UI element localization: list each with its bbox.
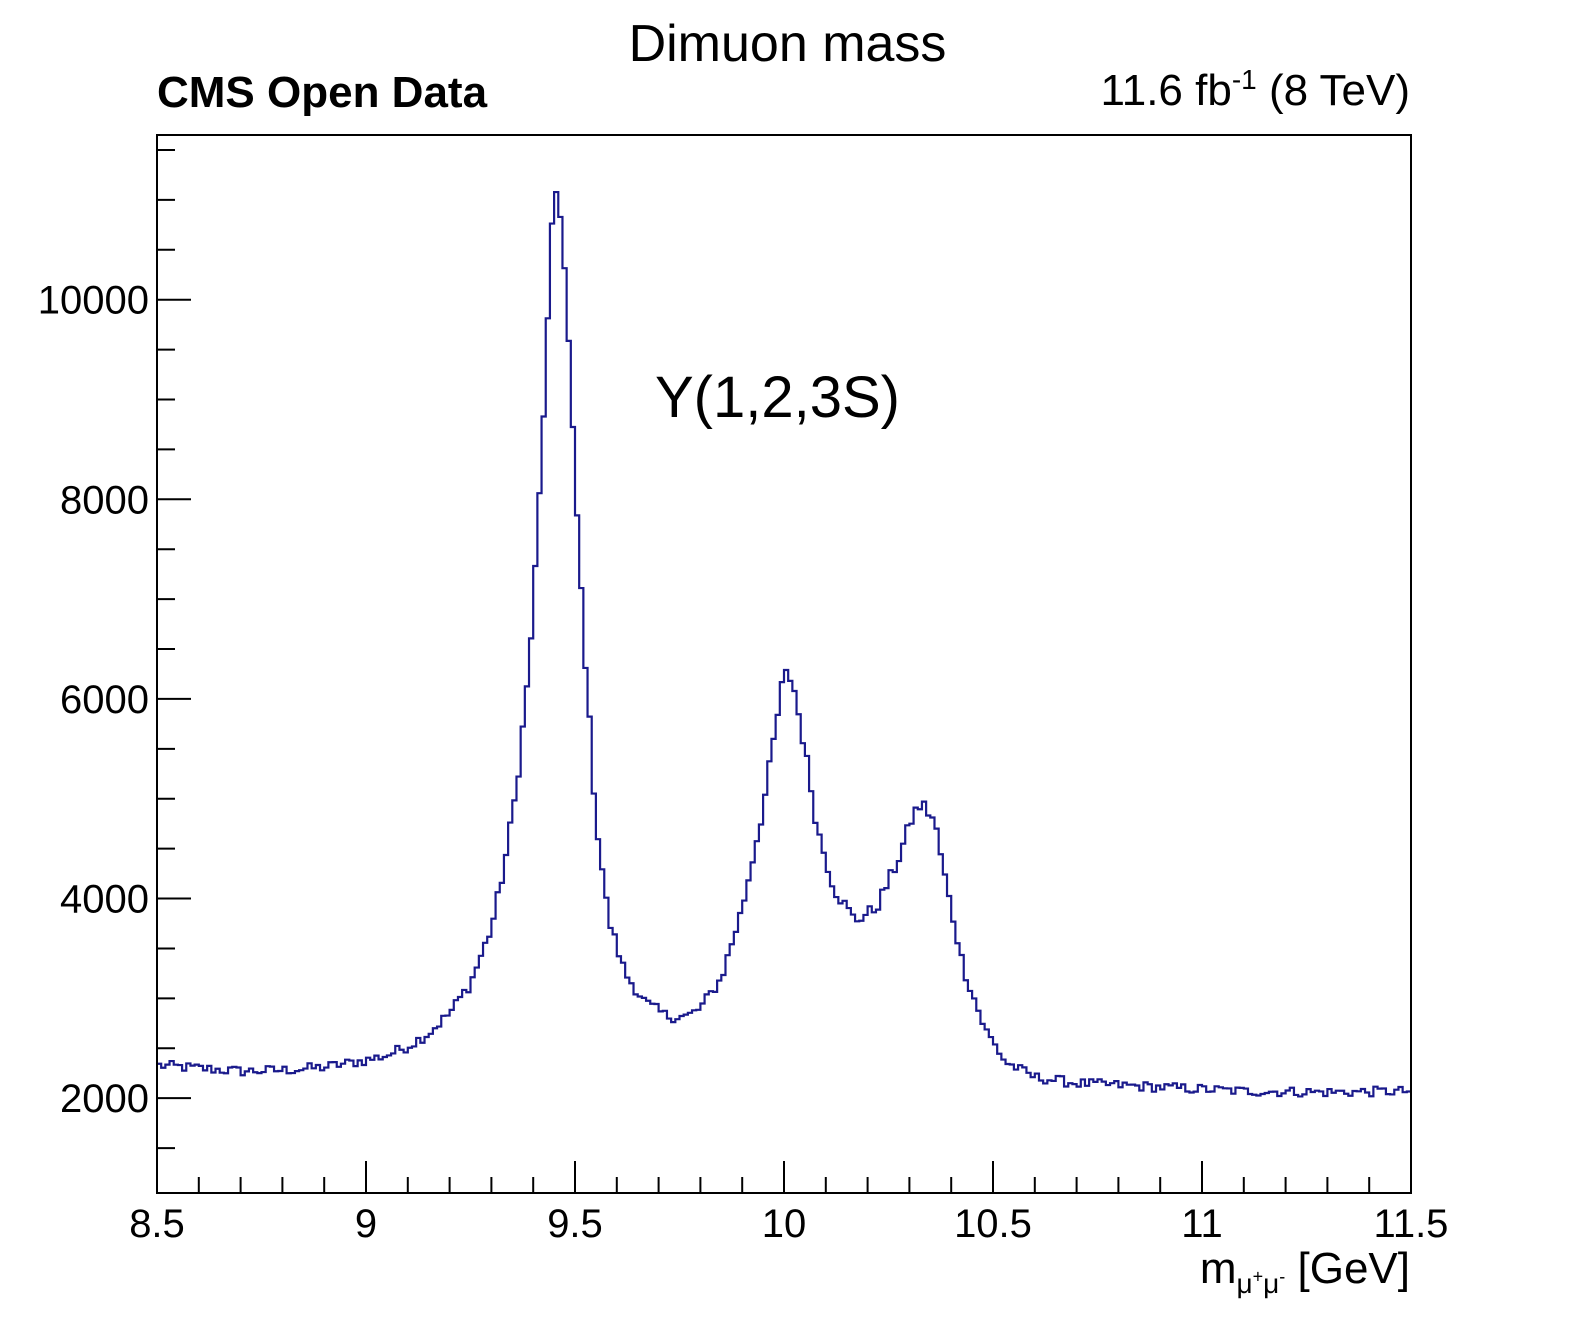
energy-label: (8 TeV)	[1268, 66, 1410, 115]
luminosity-label: 11.6 fb-1 (8 TeV)	[1100, 64, 1410, 116]
y-tick-label: 2000	[60, 1077, 149, 1121]
x-axis-label-minus: -	[1279, 1266, 1286, 1287]
x-axis-label-mu2: μ	[1263, 1268, 1280, 1299]
axis-ticks	[156, 148, 1412, 1193]
x-axis-label-mu1: μ	[1236, 1268, 1253, 1299]
x-tick-label: 9.5	[547, 1202, 603, 1246]
x-tick-label: 10.5	[954, 1202, 1032, 1246]
x-axis-label-main: m	[1199, 1244, 1237, 1293]
x-axis-label-subscript: μ+μ-	[1236, 1266, 1286, 1299]
chart-title: Dimuon mass	[628, 15, 947, 73]
resonance-annotation: Y(1,2,3S)	[655, 365, 900, 430]
tick-labels: 8.5 9 9.5 10 10.5 11 11.5 2000 4000 6000 8000 10000	[38, 279, 1449, 1246]
x-tick-label: 11	[1181, 1202, 1223, 1246]
luminosity-exponent: -1	[1231, 64, 1257, 95]
y-tick-label: 10000	[38, 279, 149, 323]
luminosity-value: 11.6 fb	[1100, 66, 1232, 115]
x-tick-label: 11.5	[1374, 1202, 1449, 1246]
x-axis-unit: [GeV]	[1297, 1244, 1411, 1293]
x-axis-label: mμ+μ- [GeV]	[1199, 1244, 1411, 1299]
plot-frame	[156, 134, 1412, 1194]
x-tick-label: 10	[762, 1202, 807, 1246]
y-tick-label: 8000	[60, 478, 149, 522]
x-tick-label: 9	[355, 1202, 377, 1246]
experiment-label: CMS Open Data	[157, 68, 488, 117]
x-tick-label: 8.5	[129, 1202, 185, 1246]
histogram-series-line	[157, 190, 1411, 1098]
y-tick-label: 6000	[60, 678, 149, 722]
y-tick-label: 4000	[60, 878, 149, 922]
x-axis-label-plus: +	[1252, 1266, 1264, 1287]
